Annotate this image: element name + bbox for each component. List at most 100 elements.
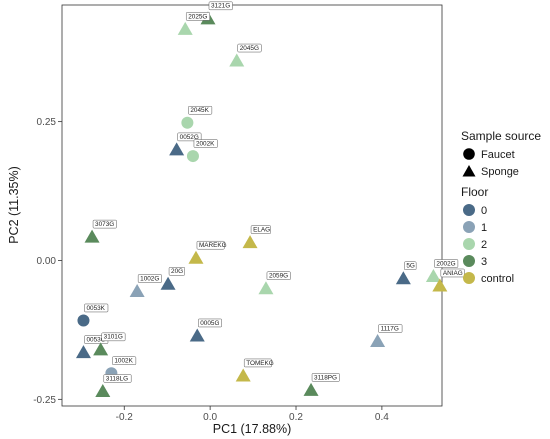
point-2059g xyxy=(258,281,274,295)
point-2045g xyxy=(229,53,245,67)
point-label-0052g: 0052G xyxy=(180,134,199,141)
point-label-box xyxy=(193,139,218,148)
point-label-box xyxy=(243,358,272,368)
point-label-box xyxy=(440,268,465,278)
point-20g xyxy=(160,276,176,290)
point-5g xyxy=(395,271,411,285)
point-label-box xyxy=(404,261,417,271)
point-label-20g: 20G xyxy=(171,268,183,275)
point-label-3073g: 3073G xyxy=(95,221,114,228)
point-label-box xyxy=(112,356,137,365)
point-label-box xyxy=(168,267,186,276)
point-label-2025g: 2025G xyxy=(188,13,207,20)
legend-item-3: 3 xyxy=(481,256,487,268)
y-tick-label: 0.25 xyxy=(37,117,57,128)
point-label-box xyxy=(177,132,202,142)
x-axis: -0.2 0.0 0.2 0.4 xyxy=(116,406,389,423)
point-label-box xyxy=(237,43,262,53)
legend-circle-icon xyxy=(463,148,475,160)
legend-item-0: 0 xyxy=(481,205,487,217)
point-label-2045g: 2045G xyxy=(240,45,259,52)
point-label-box xyxy=(188,105,213,115)
point-label-1002k: 1002K xyxy=(114,358,133,365)
legend-item-1: 1 xyxy=(481,222,487,234)
point-label-box xyxy=(103,374,132,383)
point-0053k xyxy=(77,314,90,327)
point-label-box xyxy=(198,318,223,328)
point-label-box xyxy=(185,12,210,21)
x-tick-label: 0.4 xyxy=(375,412,389,423)
point-label-3101g: 3101G xyxy=(104,334,123,341)
y-axis: -0.25 0.00 0.25 xyxy=(33,117,62,406)
color-legend-title: Floor xyxy=(461,185,488,199)
point-3118pg xyxy=(303,382,319,396)
point-elag xyxy=(242,235,258,249)
y-tick-label: -0.25 xyxy=(33,395,56,406)
panel-border xyxy=(61,4,443,407)
x-tick-label: 0.2 xyxy=(289,412,303,423)
point-label-box xyxy=(92,219,117,229)
point-aniag xyxy=(432,278,448,292)
legend-swatch-1 xyxy=(463,221,475,233)
point-0053g xyxy=(75,345,91,359)
point-2002k xyxy=(186,150,199,163)
point-label-1117g: 1117G xyxy=(381,325,399,332)
color-legend: Floor 0 1 2 3 control xyxy=(461,185,514,285)
x-tick-label: -0.2 xyxy=(116,412,134,423)
legend-triangle-icon xyxy=(462,165,476,177)
legend-item-2: 2 xyxy=(481,239,487,251)
point-label-box xyxy=(434,259,459,268)
point-label-box xyxy=(311,373,340,382)
point-0052g xyxy=(169,142,185,156)
y-tick-label: 0.00 xyxy=(37,256,57,267)
point-label-box xyxy=(84,303,109,313)
point-label-1002g: 1002G xyxy=(140,275,159,282)
point-2025g xyxy=(177,21,193,35)
point-label-box xyxy=(101,332,126,342)
x-axis-title: PC1 (17.88%) xyxy=(213,422,292,436)
legend-swatch-0 xyxy=(463,204,475,216)
legend-item-control: control xyxy=(481,273,514,285)
point-label-0053k: 0053K xyxy=(86,305,105,312)
color-legend-items: 0 1 2 3 control xyxy=(463,204,514,285)
point-2002g xyxy=(425,269,441,283)
point-label-marekg: MAREKG xyxy=(199,242,227,249)
point-label-elag: ELAG xyxy=(253,227,270,234)
legend-item-sponge: Sponge xyxy=(481,166,519,178)
point-label-5g: 5G xyxy=(406,263,415,270)
shape-legend-title: Sample source xyxy=(461,129,541,143)
point-label-3121g: 3121G xyxy=(211,3,230,10)
point-label-box xyxy=(137,274,162,283)
point-label-3118lg: 3118LG xyxy=(106,375,128,382)
point-label-2002g: 2002G xyxy=(436,260,455,267)
point-marekg xyxy=(188,250,204,264)
shape-legend: Sample source Faucet Sponge xyxy=(461,129,541,178)
point-3073g xyxy=(84,229,100,243)
point-3101g xyxy=(93,342,109,356)
point-label-tomekg: TOMEKG xyxy=(246,360,274,367)
point-label-box xyxy=(378,324,403,333)
legend-swatch-2 xyxy=(463,238,475,250)
point-label-2002k: 2002K xyxy=(196,140,215,147)
point-label-3118pg: 3118PG xyxy=(314,374,337,381)
point-label-box xyxy=(208,1,233,11)
point-label-box xyxy=(250,225,271,234)
point-label-box xyxy=(196,240,225,250)
point-label-box xyxy=(266,271,291,281)
point-0005g xyxy=(189,328,205,342)
point-label-2045k: 2045K xyxy=(190,107,209,114)
point-tomekg xyxy=(235,368,251,382)
point-1117g xyxy=(370,334,386,348)
legend-swatch-control xyxy=(463,272,475,284)
x-tick-label: 0.0 xyxy=(203,412,217,423)
point-label-0005g: 0005G xyxy=(200,320,219,327)
legend-item-faucet: Faucet xyxy=(481,149,515,161)
point-2045k xyxy=(181,116,194,129)
point-3118lg xyxy=(95,384,111,398)
y-axis-title: PC2 (11.35%) xyxy=(7,166,21,244)
point-label-0053g: 0053G xyxy=(86,337,105,344)
legend-swatch-3 xyxy=(463,255,475,267)
point-label-2059g: 2059G xyxy=(269,273,288,280)
